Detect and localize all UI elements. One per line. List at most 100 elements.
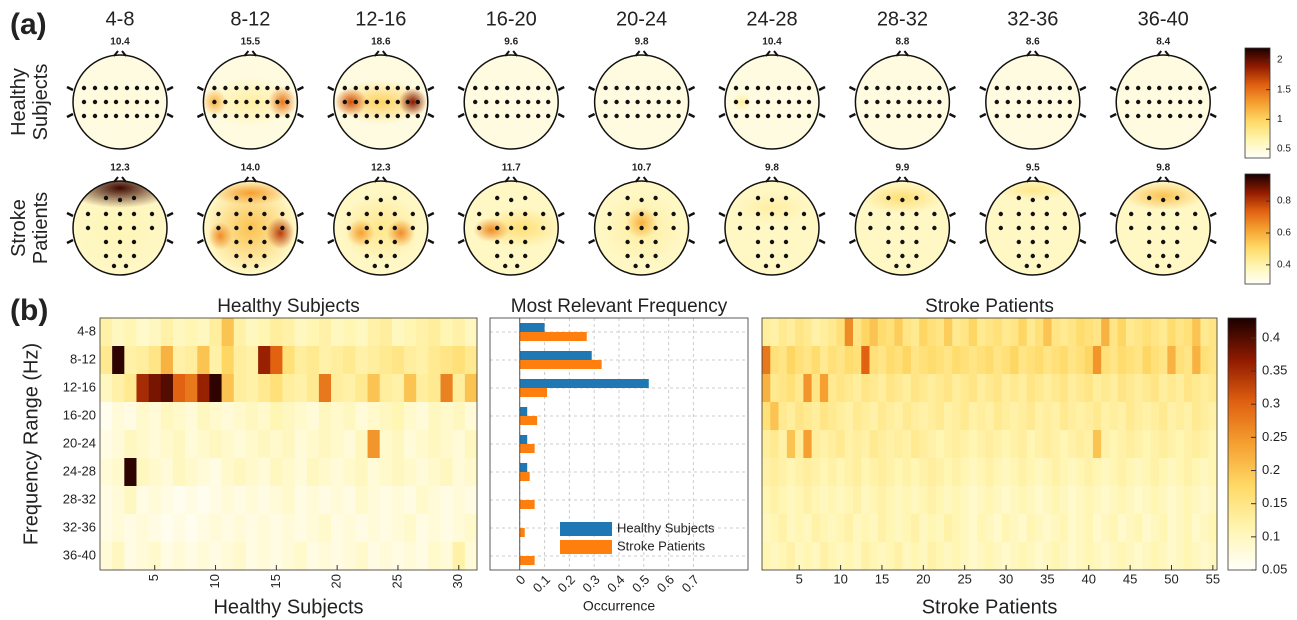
heatmap-cell <box>869 458 879 487</box>
ear <box>296 238 304 245</box>
electrode <box>1016 225 1021 231</box>
head-outline <box>724 180 820 276</box>
heatmap-cell <box>919 458 928 487</box>
heatmap-cell <box>786 514 796 543</box>
heatmap-cell <box>343 346 356 375</box>
ear <box>66 112 74 119</box>
heatmap-cell <box>1200 374 1210 403</box>
heatmap-cell <box>1150 486 1160 515</box>
heatmap-cell <box>828 486 837 515</box>
heatmap-cell <box>828 542 837 571</box>
heatmap-cell <box>172 486 186 515</box>
heatmap-cell <box>416 430 429 459</box>
panel-label: (b) <box>10 294 48 327</box>
electrode <box>1161 225 1166 231</box>
head-outline <box>985 54 1081 150</box>
heatmap-cell <box>1117 374 1127 403</box>
heatmap-cell <box>844 514 854 543</box>
x-tick-label: 20 <box>916 571 930 586</box>
electrode <box>1067 85 1073 91</box>
electrode <box>755 195 761 201</box>
peak-label: 10.4 <box>110 37 130 48</box>
heatmap-cell <box>221 318 235 347</box>
ear <box>457 238 465 245</box>
heatmap-cell <box>1208 402 1218 431</box>
heatmap-cell <box>795 402 804 431</box>
heatmap-cell <box>828 402 837 431</box>
electrode <box>81 113 87 119</box>
heatmap-cell <box>1175 542 1185 571</box>
ear <box>457 112 465 119</box>
activation <box>1123 182 1204 210</box>
heatmap-cell <box>1175 458 1185 487</box>
electrode <box>346 211 351 217</box>
heatmap-cell <box>828 346 837 375</box>
electrode <box>635 99 640 105</box>
nose <box>374 50 388 57</box>
electrode <box>1030 253 1036 259</box>
plot-frame <box>489 317 749 571</box>
heatmap-cell <box>1183 458 1193 487</box>
electrode <box>783 195 789 201</box>
row-label-line: Healthy <box>8 68 30 136</box>
electrode <box>262 239 267 245</box>
heatmap-cell <box>1018 402 1028 431</box>
heatmap-cell <box>902 542 912 571</box>
band-label: 8-12 <box>230 8 270 30</box>
heatmap-cell <box>935 430 945 459</box>
peak-label: 8.4 <box>1156 37 1170 48</box>
heatmap-cell <box>844 402 854 431</box>
nose <box>1156 176 1170 183</box>
heatmap-cell <box>902 514 912 543</box>
electrode <box>755 253 761 259</box>
heatmap-cell <box>416 374 429 403</box>
electrode <box>868 211 873 217</box>
heatmap-cell <box>869 374 879 403</box>
electrode <box>1178 85 1183 91</box>
ear <box>557 211 565 218</box>
electrode <box>1057 99 1063 105</box>
electrode <box>744 113 750 119</box>
electrode <box>769 239 775 245</box>
electrode <box>927 99 932 105</box>
heatmap-cell <box>819 514 829 543</box>
heatmap-cell <box>894 402 903 431</box>
electrode <box>906 263 911 269</box>
heatmap-cell <box>1150 542 1160 571</box>
electrode <box>914 225 919 231</box>
heatmap-cell <box>919 542 928 571</box>
electrode <box>937 113 942 119</box>
heatmap-cell <box>1010 374 1019 403</box>
head-outline <box>985 180 1081 276</box>
electrode <box>801 225 807 231</box>
heatmap-cell <box>270 402 283 431</box>
heatmap-cell <box>861 430 870 459</box>
electrode <box>280 225 285 231</box>
heatmap-cell <box>440 486 453 515</box>
heatmap-cell <box>795 346 804 375</box>
heatmap-cell <box>762 514 771 543</box>
electrode <box>1062 225 1068 231</box>
heatmap-cell <box>258 346 271 375</box>
heatmap-cell <box>1084 486 1094 515</box>
heatmap-cell <box>927 318 937 347</box>
heatmap-cell <box>355 430 368 459</box>
heatmap-cell <box>1035 346 1044 375</box>
electrode <box>149 225 155 231</box>
electrode <box>546 99 551 105</box>
electrode <box>103 225 109 231</box>
y-tick-label: 24-28 <box>63 463 96 478</box>
band-label: 32-36 <box>1007 8 1058 30</box>
heatmap-cell <box>379 374 393 403</box>
band-label: 28-32 <box>877 8 928 30</box>
heatmap-cell <box>1101 402 1110 431</box>
heatmap-cell <box>985 486 994 515</box>
heatmap-cell <box>968 402 978 431</box>
heatmap-cell <box>1183 514 1193 543</box>
heatmap-cell <box>1059 374 1069 403</box>
heatmap-cell <box>960 430 970 459</box>
colorbar-tick-label: 0.35 <box>1262 362 1287 377</box>
electrode <box>1178 99 1183 105</box>
heatmap-cell <box>1117 486 1127 515</box>
heatmap-cell <box>136 346 149 375</box>
